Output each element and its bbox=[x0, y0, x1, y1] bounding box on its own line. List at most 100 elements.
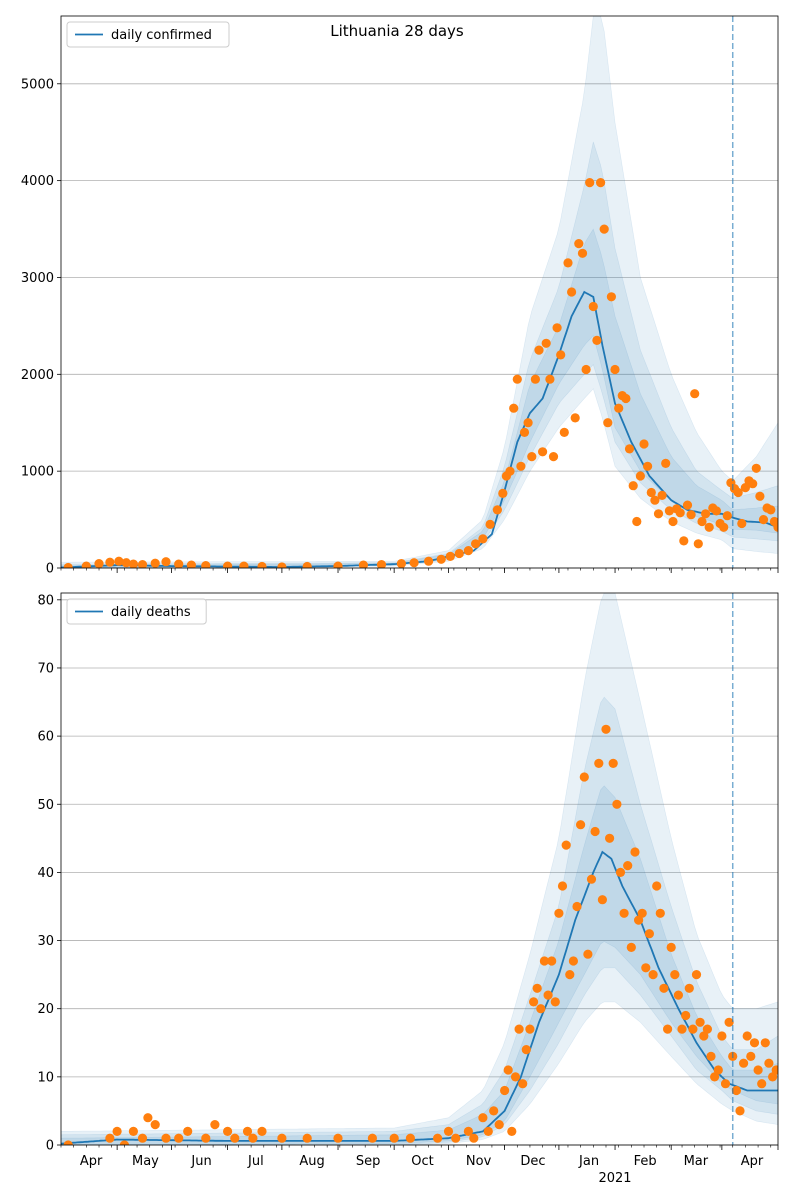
observed-point bbox=[137, 560, 148, 568]
observed-point bbox=[695, 1017, 705, 1027]
band-q75 bbox=[61, 696, 778, 1145]
observed-point bbox=[596, 178, 606, 188]
observed-point bbox=[742, 1031, 752, 1041]
confirmed-chart: 0 1000 2000 3000 4000 5000 daily confirmed bbox=[21, 15, 779, 577]
observed-point bbox=[242, 1126, 253, 1136]
observed-point bbox=[693, 539, 703, 549]
observed-point bbox=[731, 1085, 742, 1096]
y-tick-label: 50 bbox=[37, 798, 54, 813]
observed-point bbox=[543, 990, 553, 1000]
observed-point bbox=[670, 970, 680, 980]
observed-point bbox=[302, 561, 312, 568]
observed-point bbox=[552, 323, 562, 333]
observed-point bbox=[697, 516, 707, 527]
observed-point bbox=[646, 487, 656, 498]
observed-point bbox=[634, 915, 644, 925]
observed-point bbox=[541, 338, 551, 348]
observed-point bbox=[201, 561, 211, 568]
observed-point bbox=[610, 364, 620, 375]
band-q50 bbox=[61, 785, 778, 1145]
legend: daily deaths bbox=[66, 598, 207, 625]
observed-point bbox=[509, 403, 519, 413]
observed-point bbox=[128, 559, 138, 568]
observed-point bbox=[673, 990, 684, 1000]
x-tick-label: Jan bbox=[578, 1154, 599, 1169]
observed-point bbox=[559, 427, 569, 437]
observed-point bbox=[489, 1106, 499, 1116]
observed-point bbox=[471, 539, 481, 549]
observed-point bbox=[710, 1072, 720, 1082]
observed-point bbox=[333, 561, 343, 568]
observed-point bbox=[512, 374, 522, 384]
x-tick-label: Oct bbox=[411, 1154, 433, 1169]
observed-point bbox=[507, 1126, 517, 1136]
observed-point bbox=[376, 560, 387, 568]
observed-point bbox=[257, 561, 267, 568]
x-tick-label: Apr bbox=[80, 1154, 103, 1169]
observed-point bbox=[746, 1051, 756, 1061]
observed-point bbox=[626, 942, 636, 953]
observed-point bbox=[661, 458, 671, 468]
observed-point bbox=[454, 548, 464, 559]
observed-point bbox=[436, 554, 446, 564]
legend-label: daily confirmed bbox=[111, 28, 212, 43]
observed-point bbox=[711, 506, 722, 516]
observed-point bbox=[681, 1010, 691, 1021]
x-tick-label: Aug bbox=[299, 1154, 324, 1169]
observed-point bbox=[653, 509, 664, 519]
observed-point bbox=[223, 1126, 233, 1136]
observed-point bbox=[121, 558, 131, 568]
observed-point bbox=[757, 1079, 767, 1089]
observed-point bbox=[161, 1133, 171, 1143]
observed-point bbox=[547, 956, 557, 966]
observed-point bbox=[771, 1065, 778, 1075]
observed-point bbox=[128, 1126, 138, 1136]
observed-point bbox=[563, 258, 573, 268]
x-tick-label: Dec bbox=[520, 1154, 545, 1169]
observed-point bbox=[433, 1133, 443, 1143]
axes-frame bbox=[60, 15, 779, 569]
observed-point bbox=[201, 1133, 211, 1143]
observed-point bbox=[514, 1024, 524, 1034]
observed-point bbox=[567, 287, 577, 297]
observed-point bbox=[550, 997, 560, 1007]
observed-point bbox=[690, 389, 700, 399]
observed-point bbox=[701, 509, 711, 519]
observed-point bbox=[94, 559, 104, 568]
observed-point bbox=[717, 1031, 727, 1041]
observed-point bbox=[699, 1031, 709, 1041]
observed-point bbox=[554, 908, 564, 918]
observed-point bbox=[675, 508, 685, 518]
observed-point bbox=[702, 1024, 713, 1034]
observed-point bbox=[594, 758, 604, 769]
observed-point bbox=[733, 487, 743, 498]
observed-point bbox=[529, 997, 539, 1007]
observed-point bbox=[612, 799, 622, 809]
observed-point bbox=[684, 983, 694, 993]
x-tick-label: Apr bbox=[741, 1154, 764, 1169]
x-tick-label: Jun bbox=[190, 1154, 211, 1169]
x-tick-label: Mar bbox=[684, 1154, 709, 1169]
observed-point bbox=[751, 463, 761, 473]
observed-point bbox=[105, 1133, 115, 1143]
observed-point bbox=[396, 559, 406, 568]
observed-point bbox=[586, 874, 597, 884]
observed-point bbox=[749, 1038, 760, 1048]
observed-point bbox=[773, 522, 778, 532]
observed-point bbox=[719, 522, 729, 532]
observed-point bbox=[451, 1133, 461, 1143]
observed-point bbox=[630, 847, 640, 857]
observed-point bbox=[389, 1133, 399, 1143]
y-tick-label: 0 bbox=[46, 562, 54, 577]
observed-point bbox=[766, 505, 776, 515]
observed-point bbox=[565, 970, 575, 980]
observed-point bbox=[248, 1133, 258, 1143]
observed-point bbox=[740, 483, 751, 493]
observed-point bbox=[119, 1140, 129, 1145]
observed-point bbox=[768, 1072, 778, 1082]
observed-point bbox=[650, 495, 660, 505]
observed-point bbox=[655, 908, 665, 918]
observed-point bbox=[659, 983, 669, 993]
observed-point bbox=[230, 1133, 240, 1143]
observed-point bbox=[545, 374, 555, 384]
